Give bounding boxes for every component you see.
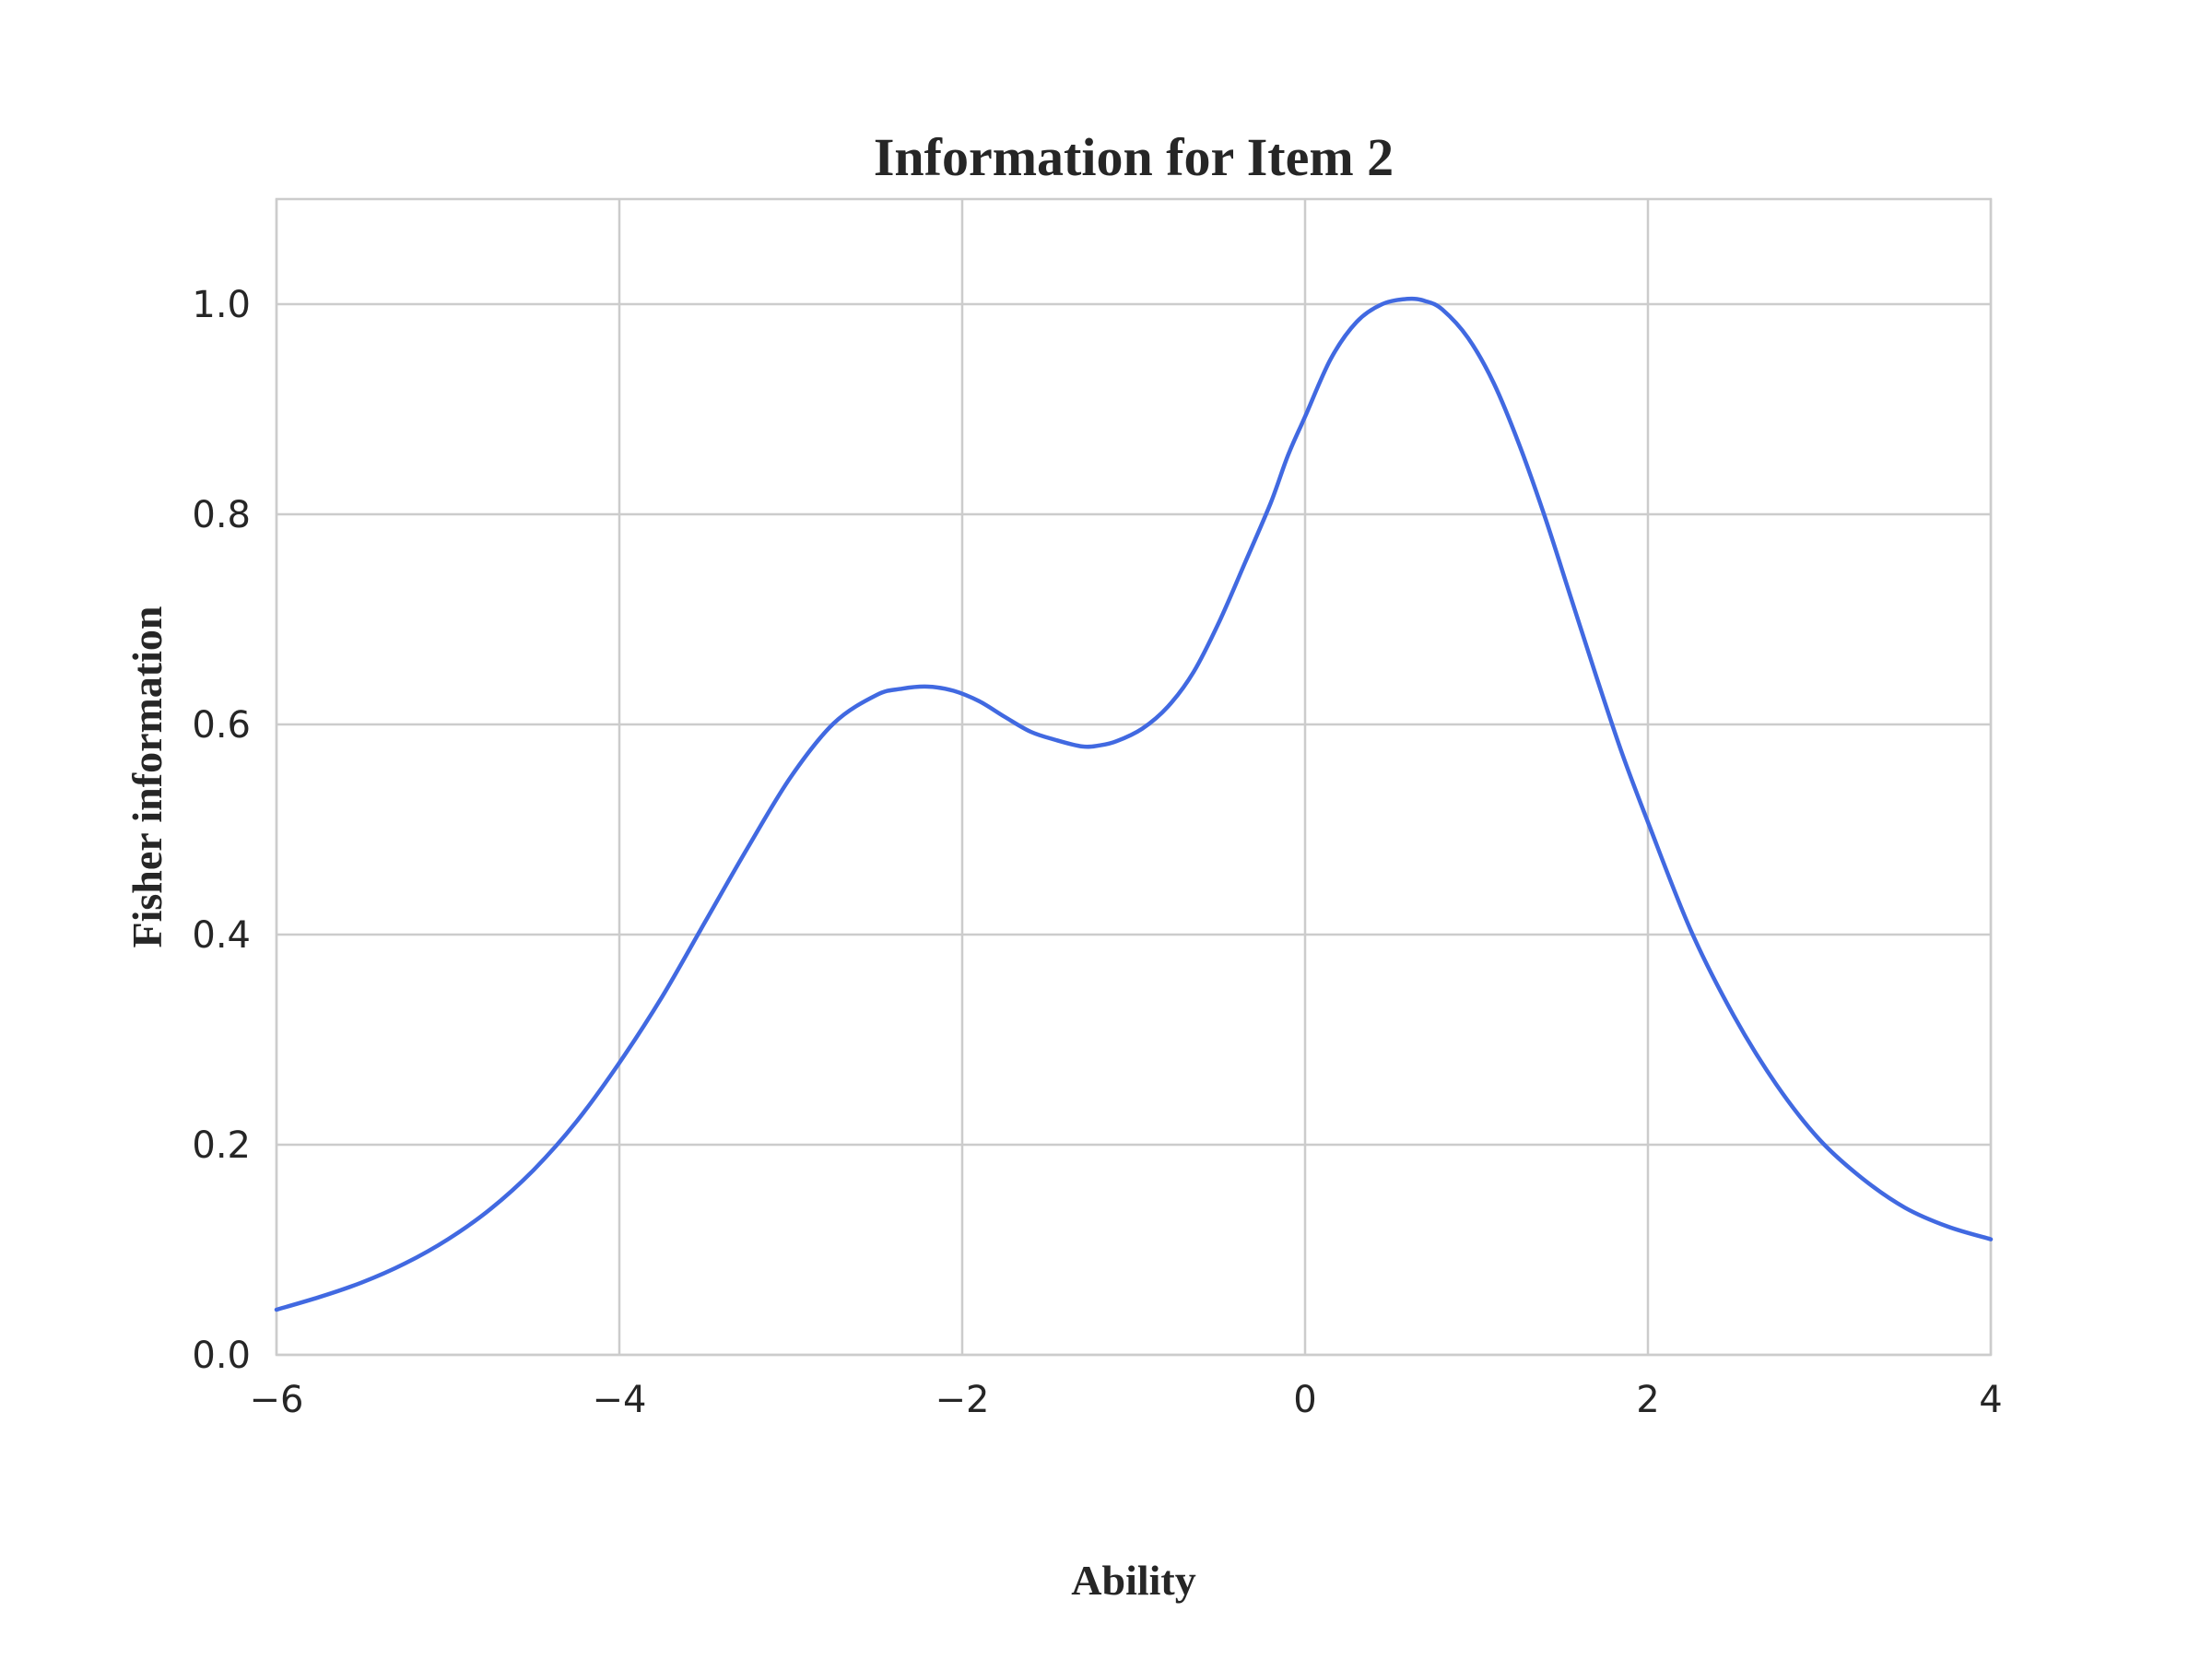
series-layer — [274, 296, 1994, 1312]
grid — [275, 199, 1993, 1357]
tick-labels: −6 −4 −2 0 2 4 0.0 0.2 0.4 0.6 0.8 1.0 — [192, 284, 2002, 1421]
chart-title: Information for Item 2 — [874, 127, 1394, 187]
y-tick-label: 0.8 — [192, 494, 251, 536]
x-tick-label: 4 — [1979, 1379, 2002, 1421]
x-tick-label: −6 — [250, 1379, 304, 1421]
y-tick-label: 0.2 — [192, 1124, 251, 1167]
y-tick-label: 0.0 — [192, 1335, 251, 1377]
x-tick-label: −4 — [593, 1379, 647, 1421]
x-tick-label: 0 — [1293, 1379, 1316, 1421]
y-tick-label: 0.4 — [192, 914, 251, 957]
series-line — [274, 296, 1994, 1312]
plot-frame — [275, 197, 1993, 1357]
x-tick-label: −2 — [935, 1379, 990, 1421]
x-axis-label: Ability — [1071, 1557, 1195, 1604]
y-axis-label: Fisher information — [124, 606, 171, 948]
y-tick-label: 1.0 — [192, 284, 251, 326]
x-tick-label: 2 — [1636, 1379, 1659, 1421]
y-tick-label: 0.6 — [192, 704, 251, 747]
